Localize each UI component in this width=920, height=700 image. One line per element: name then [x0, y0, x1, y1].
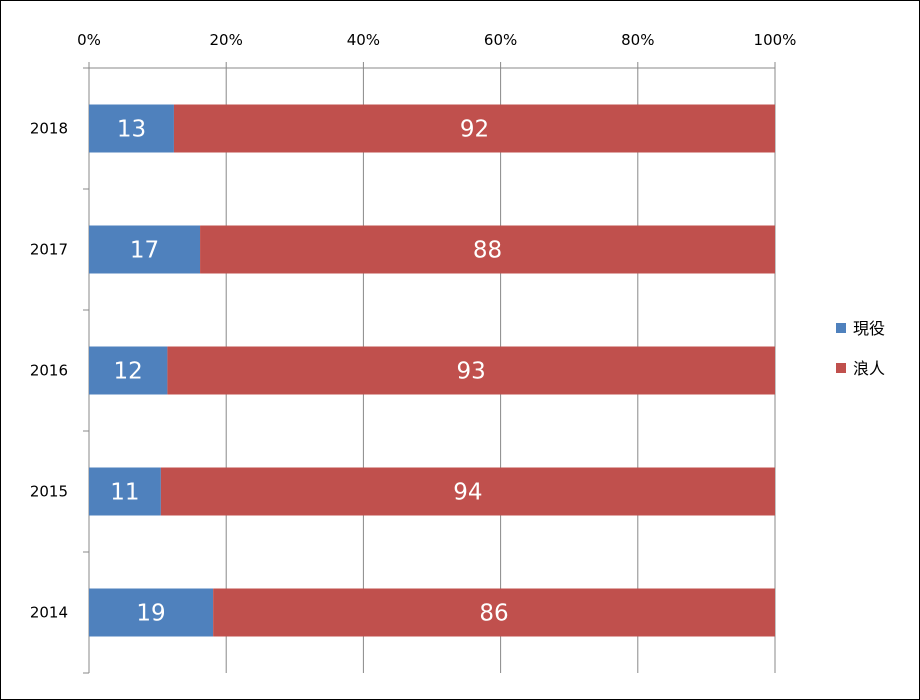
data-label: 94 — [453, 480, 482, 506]
y-tick-label: 2016 — [30, 362, 68, 380]
bars: 13 92 17 88 12 93 11 94 19 86 — [89, 104, 776, 637]
bar-segment-ronin — [167, 346, 775, 395]
y-tick-label: 2018 — [30, 120, 68, 138]
bar-segment-genneki — [89, 104, 174, 153]
x-tick-label: 20% — [210, 31, 243, 49]
y-tick-label: 2014 — [30, 604, 68, 622]
legend-label: 現役 — [853, 319, 885, 338]
data-label: 92 — [460, 117, 489, 143]
data-label: 12 — [114, 359, 143, 385]
bar-segment-ronin — [173, 104, 775, 153]
bar-segment-genneki — [89, 346, 168, 395]
data-label: 88 — [473, 238, 502, 264]
y-tick-label: 2017 — [30, 241, 68, 259]
axes: 0% 20% 40% 60% 80% 100% 2018 2017 2016 2015 2014 — [30, 31, 797, 674]
bar-segment-ronin — [213, 588, 776, 637]
data-label: 13 — [117, 117, 146, 143]
bar-segment-genneki — [89, 225, 201, 274]
legend-swatch — [836, 363, 846, 373]
bar-segment-ronin — [160, 467, 775, 516]
bar-segment-genneki — [89, 467, 161, 516]
data-label: 93 — [457, 359, 486, 385]
x-tick-label: 60% — [484, 31, 517, 49]
bar-segment-ronin — [200, 225, 776, 274]
data-label: 17 — [130, 238, 159, 264]
bar-segment-genneki — [89, 588, 214, 637]
x-tick-label: 0% — [77, 31, 101, 49]
x-tick-label: 100% — [754, 31, 797, 49]
y-tick-label: 2015 — [30, 483, 68, 501]
x-tick-label: 80% — [621, 31, 654, 49]
data-label: 11 — [110, 480, 139, 506]
legend-label: 浪人 — [853, 359, 885, 378]
data-label: 86 — [479, 601, 508, 627]
x-tick-label: 40% — [347, 31, 380, 49]
data-label: 19 — [136, 601, 165, 627]
legend-swatch — [836, 323, 846, 333]
